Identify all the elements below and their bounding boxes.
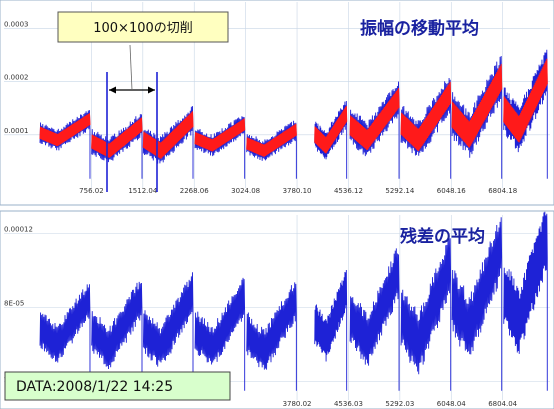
red-series-segment — [503, 58, 548, 143]
x-tick-label: 3780.02 — [283, 400, 312, 408]
x-tick-label: 6804.04 — [488, 400, 517, 408]
blue-series-segment — [503, 211, 548, 391]
top-panel: 0.0001 0.0002 0.0003 756.02 1512.04 2268.06 3… — [0, 0, 554, 206]
x-tick-label: 3780.10 — [283, 187, 312, 195]
x-tick-label: 3024.08 — [231, 187, 260, 195]
callout-text: 100×100の切削 — [93, 21, 193, 36]
red-series-segment — [142, 111, 194, 159]
red-series-segment — [451, 64, 503, 148]
blue-series-segment — [400, 238, 452, 391]
callout-box — [57, 11, 229, 43]
callout-leader — [129, 44, 133, 91]
red-series-segment — [400, 81, 452, 152]
y-tick-label: 0.0003 — [4, 21, 29, 29]
y-tick-label: 0.0002 — [4, 74, 29, 82]
bottom-panel: 4E-058E-050.00012 3780.024536.035292.036… — [0, 210, 554, 409]
x-tick-label: 756.02 — [79, 187, 104, 195]
red-series-segment — [349, 88, 400, 151]
red-series-segment — [246, 123, 297, 157]
top-y-tick-labels: 0.0001 0.0002 0.0003 — [4, 21, 29, 135]
blue-series-segment — [451, 217, 503, 391]
x-tick-label: 4536.03 — [334, 400, 363, 408]
y-tick-label: 0.0001 — [4, 127, 29, 135]
blue-series-segment — [91, 281, 143, 391]
red-series-segment — [39, 113, 91, 147]
blue-series-segment — [142, 272, 194, 391]
x-tick-label: 2268.06 — [180, 187, 209, 195]
top-panel-title: 振幅の移動平均 — [360, 18, 479, 39]
red-series-segment — [194, 118, 246, 152]
y-tick-label: 8E-05 — [4, 300, 24, 308]
blue-series-segment — [314, 269, 348, 391]
x-tick-label: 1512.04 — [128, 187, 157, 195]
y-tick-label: 0.00012 — [4, 226, 33, 234]
cut-annotation: 100×100の切削 — [57, 11, 229, 192]
blue-series-segment — [39, 284, 91, 391]
red-series-segment — [91, 117, 143, 158]
date-label: DATA:2008/1/22 14:25 — [16, 379, 173, 395]
x-tick-label: 6048.16 — [437, 187, 466, 195]
x-tick-label: 5292.14 — [385, 187, 414, 195]
x-tick-label: 6048.04 — [437, 400, 466, 408]
top-red-series — [39, 58, 548, 159]
arrow-head-right — [148, 86, 155, 94]
bottom-x-tick-labels: 3780.02 4536.03 5292.03 6048.04 6804.04 — [283, 400, 518, 408]
blue-series-segment — [194, 277, 246, 391]
x-tick-label: 5292.03 — [385, 400, 414, 408]
x-tick-label: 6804.18 — [488, 187, 517, 195]
bottom-blue-series — [39, 211, 548, 391]
date-box: DATA:2008/1/22 14:25 — [4, 371, 231, 401]
arrow-head-left — [109, 86, 116, 94]
blue-series-segment — [349, 248, 400, 391]
bottom-panel-title: 残差の平均 — [400, 226, 485, 247]
red-series-segment — [314, 105, 348, 154]
blue-series-segment — [246, 282, 297, 391]
x-tick-label: 4536.12 — [334, 187, 363, 195]
top-x-tick-labels: 756.02 1512.04 2268.06 3024.08 3780.10 4536.1… — [79, 187, 517, 195]
